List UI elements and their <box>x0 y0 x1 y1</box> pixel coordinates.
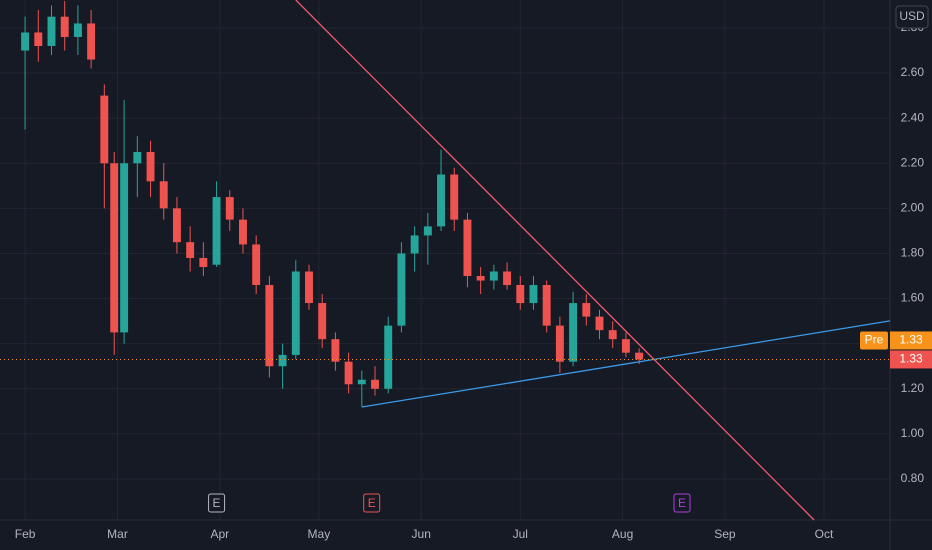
x-tick-label: Mar <box>107 527 128 541</box>
y-tick-label: 2.40 <box>901 110 925 124</box>
candle-body <box>87 23 96 60</box>
candle-body <box>357 379 366 385</box>
candle-body <box>225 197 234 220</box>
premarket-label-box <box>860 331 888 350</box>
candle-body <box>476 276 485 281</box>
candle-body <box>120 163 129 333</box>
candle-body <box>73 23 82 37</box>
x-tick-label: Sep <box>714 527 736 541</box>
candle-body <box>47 16 56 47</box>
x-tick-label: May <box>308 527 331 541</box>
candle-body <box>278 354 287 367</box>
candle-body <box>503 271 512 286</box>
candle-body <box>489 271 498 281</box>
candle-body <box>60 16 69 37</box>
event-marker <box>363 493 381 513</box>
candle-body <box>635 352 644 360</box>
trendline <box>361 320 891 408</box>
event-marker <box>673 493 691 513</box>
candle-body <box>569 303 578 362</box>
candle-body <box>110 163 119 333</box>
candle-body <box>397 253 406 326</box>
x-tick-label: Apr <box>211 527 230 541</box>
candle-body <box>159 181 168 209</box>
candle-body <box>437 174 445 227</box>
x-tick-label: Feb <box>15 527 36 541</box>
x-tick-label: Jun <box>412 527 431 541</box>
candle-body <box>318 303 327 340</box>
last-price-box <box>890 350 932 369</box>
premarket-price: 1.33 <box>899 333 923 347</box>
last-price: 1.33 <box>899 352 923 366</box>
event-label: E <box>213 496 221 510</box>
premarket-label: Pre <box>865 333 884 347</box>
candle-body <box>172 208 181 243</box>
candle-body <box>371 379 379 389</box>
candle-body <box>608 330 617 340</box>
y-tick-label: 1.80 <box>901 246 925 260</box>
premarket-price-box <box>890 331 932 350</box>
event-marker <box>208 493 226 513</box>
y-tick-label: 1.60 <box>901 291 925 305</box>
candle-body <box>212 197 221 265</box>
currency-label: USD <box>899 9 925 23</box>
candle-body <box>463 219 472 277</box>
candle-body <box>133 151 142 164</box>
y-tick-label: 2.20 <box>901 155 925 169</box>
y-tick-label: 2.60 <box>901 65 925 79</box>
candle-body <box>621 339 630 353</box>
candle-body <box>146 151 155 182</box>
trendline <box>295 0 815 521</box>
x-tick-label: Jul <box>513 527 528 541</box>
candle-body <box>582 303 591 317</box>
candle-body <box>529 285 538 304</box>
candle-body <box>239 219 247 245</box>
candle-body <box>410 235 419 254</box>
x-tick-label: Aug <box>612 527 633 541</box>
candle-body <box>450 174 459 220</box>
candle-body <box>186 242 195 258</box>
event-label: E <box>368 496 376 510</box>
candle-body <box>34 32 43 47</box>
candle-body <box>265 285 274 367</box>
candle-body <box>423 226 432 236</box>
candle-body <box>595 316 604 331</box>
y-tick-label: 2.00 <box>901 201 925 215</box>
candle-body <box>252 244 261 286</box>
currency-box <box>895 5 929 29</box>
event-label: E <box>678 496 686 510</box>
y-tick-label: 1.00 <box>901 426 925 440</box>
candle-body <box>542 285 551 326</box>
candle-body <box>555 325 564 362</box>
y-tick-label: 1.20 <box>901 381 925 395</box>
candle-body <box>344 361 353 385</box>
x-tick-label: Oct <box>815 527 834 541</box>
candle-body <box>331 339 340 362</box>
candle-body <box>384 325 393 389</box>
candle-body <box>516 285 525 304</box>
candle-body <box>21 32 30 51</box>
candle-body <box>291 271 300 355</box>
candle-body <box>199 257 208 267</box>
candle-body <box>305 271 313 304</box>
candle-body <box>100 95 109 164</box>
y-tick-label: 0.80 <box>901 471 925 485</box>
